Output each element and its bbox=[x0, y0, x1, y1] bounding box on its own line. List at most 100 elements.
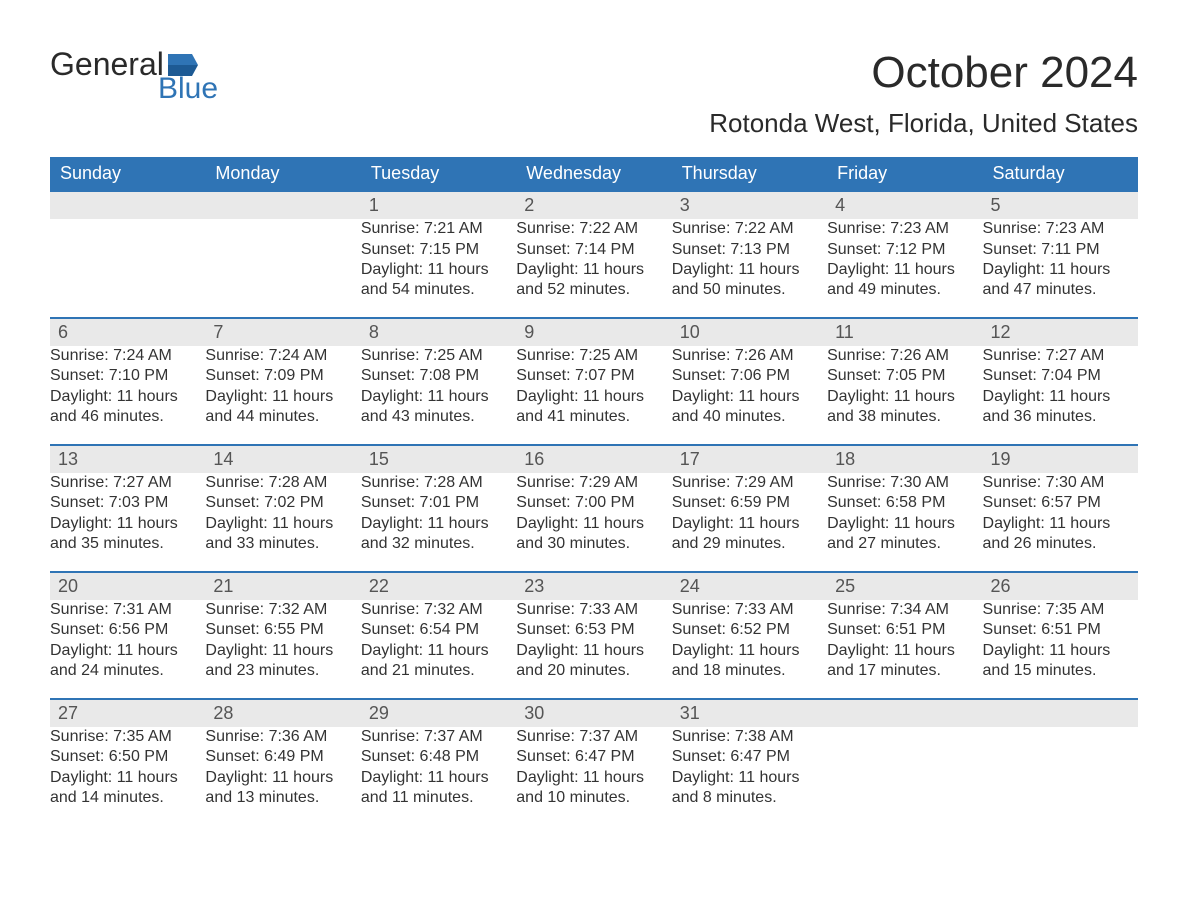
day-number: 8 bbox=[361, 318, 516, 346]
daylight1-text: Daylight: 11 hours bbox=[361, 768, 516, 788]
week-separator bbox=[50, 555, 1138, 572]
day-detail: Sunrise: 7:31 AMSunset: 6:56 PMDaylight:… bbox=[50, 600, 205, 682]
day-number-row: 13141516171819 bbox=[50, 445, 1138, 473]
sunset-text: Sunset: 6:47 PM bbox=[516, 747, 671, 767]
daylight1-text: Daylight: 11 hours bbox=[516, 514, 671, 534]
daylight1-text: Daylight: 11 hours bbox=[827, 641, 982, 661]
daylight1-text: Daylight: 11 hours bbox=[50, 387, 205, 407]
daylight2-text: and 15 minutes. bbox=[983, 661, 1138, 681]
day-number-empty bbox=[827, 699, 982, 727]
sunset-text: Sunset: 6:47 PM bbox=[672, 747, 827, 767]
day-detail: Sunrise: 7:23 AMSunset: 7:12 PMDaylight:… bbox=[827, 219, 982, 301]
day-number: 28 bbox=[205, 699, 360, 727]
sunset-text: Sunset: 6:51 PM bbox=[827, 620, 982, 640]
daylight1-text: Daylight: 11 hours bbox=[983, 641, 1138, 661]
day-number: 14 bbox=[205, 445, 360, 473]
daylight1-text: Daylight: 11 hours bbox=[672, 260, 827, 280]
day-number: 25 bbox=[827, 572, 982, 600]
daylight1-text: Daylight: 11 hours bbox=[827, 387, 982, 407]
day-detail: Sunrise: 7:29 AMSunset: 6:59 PMDaylight:… bbox=[672, 473, 827, 555]
sunset-text: Sunset: 7:14 PM bbox=[516, 240, 671, 260]
logo-word-general: General bbox=[50, 48, 164, 80]
daylight1-text: Daylight: 11 hours bbox=[361, 641, 516, 661]
sunset-text: Sunset: 6:51 PM bbox=[983, 620, 1138, 640]
day-detail: Sunrise: 7:27 AMSunset: 7:03 PMDaylight:… bbox=[50, 473, 205, 555]
weekday-header-row: Sunday Monday Tuesday Wednesday Thursday… bbox=[50, 157, 1138, 191]
logo-word-blue: Blue bbox=[158, 74, 218, 104]
daylight1-text: Daylight: 11 hours bbox=[672, 514, 827, 534]
day-detail: Sunrise: 7:26 AMSunset: 7:05 PMDaylight:… bbox=[827, 346, 982, 428]
calendar-table: Sunday Monday Tuesday Wednesday Thursday… bbox=[50, 157, 1138, 809]
day-detail-row: Sunrise: 7:27 AMSunset: 7:03 PMDaylight:… bbox=[50, 473, 1138, 555]
sunset-text: Sunset: 6:58 PM bbox=[827, 493, 982, 513]
sunset-text: Sunset: 6:54 PM bbox=[361, 620, 516, 640]
day-detail: Sunrise: 7:25 AMSunset: 7:08 PMDaylight:… bbox=[361, 346, 516, 428]
daylight2-text: and 17 minutes. bbox=[827, 661, 982, 681]
day-detail: Sunrise: 7:22 AMSunset: 7:14 PMDaylight:… bbox=[516, 219, 671, 301]
sunset-text: Sunset: 7:09 PM bbox=[205, 366, 360, 386]
sunset-text: Sunset: 7:15 PM bbox=[361, 240, 516, 260]
sunrise-text: Sunrise: 7:26 AM bbox=[827, 346, 982, 366]
sunset-text: Sunset: 6:55 PM bbox=[205, 620, 360, 640]
day-detail: Sunrise: 7:28 AMSunset: 7:01 PMDaylight:… bbox=[361, 473, 516, 555]
week-separator bbox=[50, 301, 1138, 318]
day-detail: Sunrise: 7:24 AMSunset: 7:10 PMDaylight:… bbox=[50, 346, 205, 428]
day-detail: Sunrise: 7:38 AMSunset: 6:47 PMDaylight:… bbox=[672, 727, 827, 809]
day-number: 1 bbox=[361, 191, 516, 219]
week-separator bbox=[50, 682, 1138, 699]
sunrise-text: Sunrise: 7:32 AM bbox=[205, 600, 360, 620]
day-number: 2 bbox=[516, 191, 671, 219]
sunrise-text: Sunrise: 7:37 AM bbox=[361, 727, 516, 747]
day-number: 27 bbox=[50, 699, 205, 727]
daylight2-text: and 52 minutes. bbox=[516, 280, 671, 300]
day-number: 23 bbox=[516, 572, 671, 600]
day-number: 6 bbox=[50, 318, 205, 346]
day-detail: Sunrise: 7:32 AMSunset: 6:55 PMDaylight:… bbox=[205, 600, 360, 682]
sunrise-text: Sunrise: 7:21 AM bbox=[361, 219, 516, 239]
sunrise-text: Sunrise: 7:38 AM bbox=[672, 727, 827, 747]
sunset-text: Sunset: 6:49 PM bbox=[205, 747, 360, 767]
calendar-page: General Blue October 2024 Rotonda West, … bbox=[0, 0, 1188, 918]
day-number: 20 bbox=[50, 572, 205, 600]
day-number: 10 bbox=[672, 318, 827, 346]
daylight2-text: and 8 minutes. bbox=[672, 788, 827, 808]
sunset-text: Sunset: 7:03 PM bbox=[50, 493, 205, 513]
daylight2-text: and 32 minutes. bbox=[361, 534, 516, 554]
sunrise-text: Sunrise: 7:28 AM bbox=[205, 473, 360, 493]
day-number: 12 bbox=[983, 318, 1138, 346]
day-detail-row: Sunrise: 7:35 AMSunset: 6:50 PMDaylight:… bbox=[50, 727, 1138, 809]
sunrise-text: Sunrise: 7:33 AM bbox=[672, 600, 827, 620]
day-number: 3 bbox=[672, 191, 827, 219]
sunset-text: Sunset: 7:05 PM bbox=[827, 366, 982, 386]
daylight1-text: Daylight: 11 hours bbox=[672, 387, 827, 407]
sunset-text: Sunset: 6:52 PM bbox=[672, 620, 827, 640]
day-detail: Sunrise: 7:21 AMSunset: 7:15 PMDaylight:… bbox=[361, 219, 516, 301]
day-detail: Sunrise: 7:33 AMSunset: 6:52 PMDaylight:… bbox=[672, 600, 827, 682]
day-number: 19 bbox=[983, 445, 1138, 473]
day-number: 30 bbox=[516, 699, 671, 727]
daylight1-text: Daylight: 11 hours bbox=[983, 260, 1138, 280]
day-number-row: 2728293031 bbox=[50, 699, 1138, 727]
daylight2-text: and 21 minutes. bbox=[361, 661, 516, 681]
sunrise-text: Sunrise: 7:35 AM bbox=[983, 600, 1138, 620]
day-number: 11 bbox=[827, 318, 982, 346]
daylight1-text: Daylight: 11 hours bbox=[672, 641, 827, 661]
week-separator bbox=[50, 428, 1138, 445]
daylight1-text: Daylight: 11 hours bbox=[361, 260, 516, 280]
weekday-header: Friday bbox=[827, 157, 982, 191]
day-detail: Sunrise: 7:30 AMSunset: 6:57 PMDaylight:… bbox=[983, 473, 1138, 555]
day-detail: Sunrise: 7:30 AMSunset: 6:58 PMDaylight:… bbox=[827, 473, 982, 555]
weekday-header: Sunday bbox=[50, 157, 205, 191]
daylight1-text: Daylight: 11 hours bbox=[983, 387, 1138, 407]
daylight2-text: and 20 minutes. bbox=[516, 661, 671, 681]
sunset-text: Sunset: 6:53 PM bbox=[516, 620, 671, 640]
sunrise-text: Sunrise: 7:29 AM bbox=[516, 473, 671, 493]
day-detail: Sunrise: 7:33 AMSunset: 6:53 PMDaylight:… bbox=[516, 600, 671, 682]
sunset-text: Sunset: 7:12 PM bbox=[827, 240, 982, 260]
daylight2-text: and 43 minutes. bbox=[361, 407, 516, 427]
daylight2-text: and 29 minutes. bbox=[672, 534, 827, 554]
daylight2-text: and 54 minutes. bbox=[361, 280, 516, 300]
day-detail: Sunrise: 7:32 AMSunset: 6:54 PMDaylight:… bbox=[361, 600, 516, 682]
daylight1-text: Daylight: 11 hours bbox=[516, 641, 671, 661]
daylight1-text: Daylight: 11 hours bbox=[50, 641, 205, 661]
